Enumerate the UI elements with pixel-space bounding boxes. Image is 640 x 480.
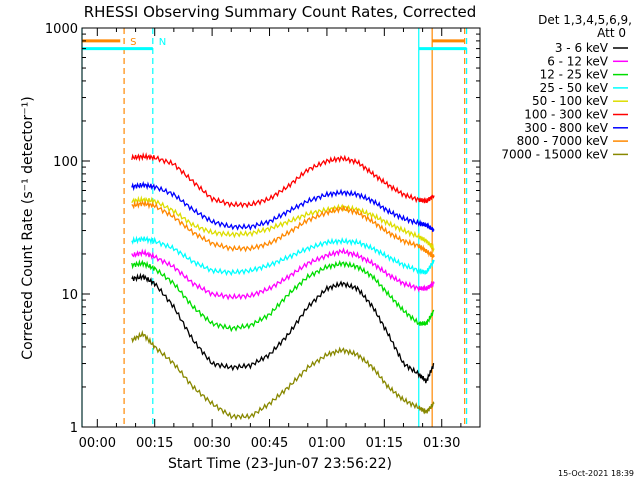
- legend-entry-label: 25 - 50 keV: [540, 81, 609, 95]
- y-tick-label: 100: [53, 155, 78, 170]
- series-line: [131, 152, 435, 209]
- series-lines: [131, 152, 435, 421]
- footer-date: 15-Oct-2021 18:39: [558, 469, 634, 478]
- legend-entry-label: 6 - 12 keV: [547, 54, 609, 68]
- legend-header-line2: Att 0: [597, 26, 626, 40]
- legend-entry-label: 800 - 7000 keV: [517, 134, 609, 148]
- x-tick-label: 01:15: [366, 436, 403, 451]
- y-tick-label: 10: [61, 288, 78, 303]
- plot-frame: [81, 27, 481, 428]
- series-line: [131, 272, 435, 384]
- top-bands: [82, 39, 467, 51]
- y-axis-label: Corrected Count Rate (s⁻¹ detector⁻¹): [20, 96, 36, 359]
- legend-entry-label: 100 - 300 keV: [524, 108, 608, 122]
- series-line: [131, 235, 435, 277]
- x-tick-label: 01:30: [423, 436, 460, 451]
- x-axis-ticks: 00:00 00:15 00:30 00:45 01:00 01:15 01:30: [79, 28, 462, 451]
- series-line: [131, 195, 435, 253]
- x-tick-label: 00:45: [251, 436, 288, 451]
- legend-entry-label: 7000 - 15000 keV: [501, 147, 608, 161]
- series-line: [131, 199, 435, 259]
- series-line: [131, 180, 435, 232]
- legend-header-line1: Det 1,3,4,5,6,9,: [538, 13, 632, 27]
- plot-area: [82, 28, 480, 427]
- vertical-marker-label: N: [159, 37, 166, 48]
- x-axis-label: Start Time (23-Jun-07 23:56:22): [168, 456, 392, 472]
- legend-entry-label: 300 - 800 keV: [524, 121, 608, 135]
- legend-entry-label: 12 - 25 keV: [540, 68, 609, 82]
- series-line: [131, 247, 435, 301]
- y-axis-ticks: 1 10 100 1000: [45, 22, 480, 436]
- x-tick-label: 00:30: [193, 436, 230, 451]
- y-tick-label: 1: [70, 421, 78, 436]
- legend-entry-label: 50 - 100 keV: [532, 94, 609, 108]
- series-line: [131, 259, 435, 333]
- chart-title: RHESSI Observing Summary Count Rates, Co…: [84, 3, 477, 21]
- vertical-marker-label: S: [130, 37, 136, 48]
- series-line: [131, 329, 435, 421]
- x-tick-label: 00:15: [136, 436, 173, 451]
- x-tick-label: 00:00: [79, 436, 116, 451]
- y-tick-label: 1000: [45, 22, 78, 37]
- legend-entry-label: 3 - 6 keV: [555, 41, 609, 55]
- x-tick-label: 01:00: [308, 436, 345, 451]
